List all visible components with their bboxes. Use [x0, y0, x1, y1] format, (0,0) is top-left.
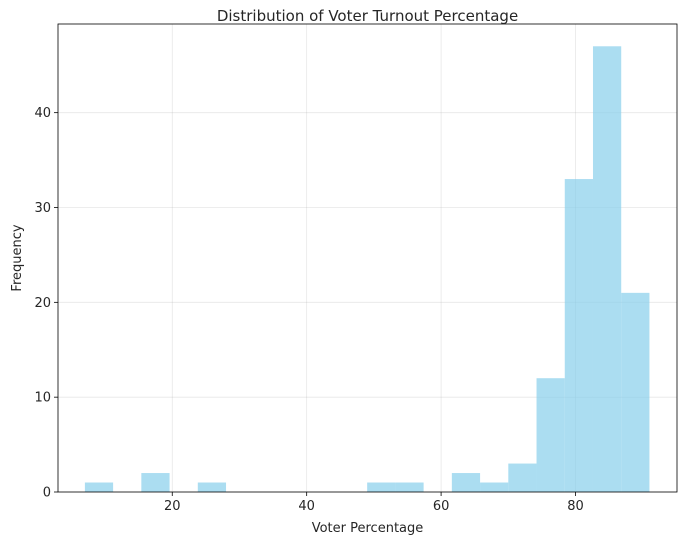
- y-tick-label: 0: [43, 486, 51, 501]
- histogram-bar: [508, 463, 537, 492]
- axes: [57, 23, 678, 493]
- histogram-bar: [395, 482, 424, 492]
- histogram-bar: [141, 473, 170, 492]
- y-tick-label: 40: [34, 106, 51, 121]
- y-tick-label: 30: [34, 201, 51, 216]
- histogram-bar: [564, 179, 593, 492]
- y-axis-label: Frequency: [10, 224, 25, 291]
- histogram-bar: [480, 482, 509, 492]
- y-axis-ticks: 0 10 20 30 40: [34, 106, 58, 501]
- chart-title: Distribution of Voter Turnout Percentage: [217, 7, 518, 25]
- histogram-bar: [592, 46, 622, 493]
- histogram-bar: [367, 482, 396, 492]
- y-tick-label: 20: [34, 296, 51, 311]
- histogram-bar: [84, 482, 114, 492]
- plot-frame: [57, 23, 678, 493]
- y-tick-label: 10: [34, 391, 51, 406]
- histogram-bar: [536, 378, 565, 492]
- x-tick-label: 80: [567, 499, 584, 514]
- histogram-bars: [84, 46, 650, 493]
- x-axis-label: Voter Percentage: [312, 521, 424, 536]
- x-tick-label: 60: [433, 499, 450, 514]
- histogram-bar: [197, 482, 227, 492]
- x-tick-label: 20: [164, 499, 181, 514]
- histogram-bar: [621, 292, 650, 492]
- x-axis-ticks: 20 40 60 80: [164, 492, 584, 514]
- x-tick-label: 40: [298, 499, 315, 514]
- histogram-bar: [451, 473, 481, 492]
